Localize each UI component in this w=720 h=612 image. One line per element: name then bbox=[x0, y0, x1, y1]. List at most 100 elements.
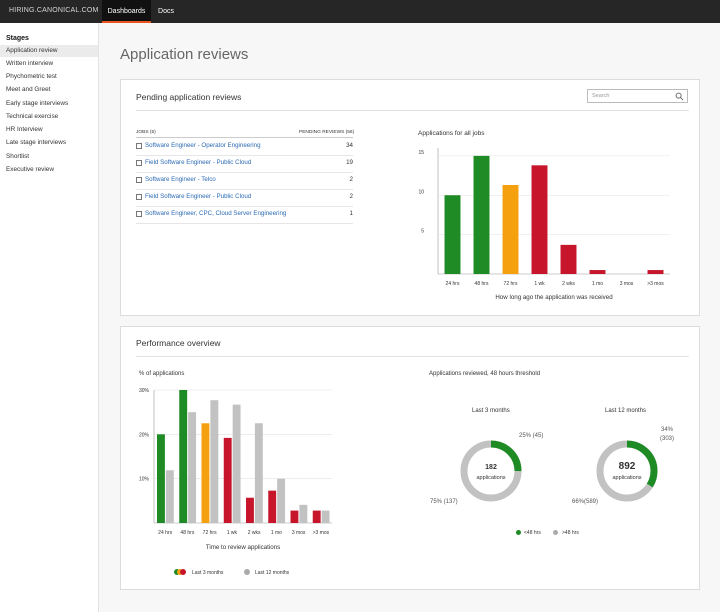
bar-last-12-months bbox=[277, 478, 286, 523]
sidebar-item-phychometric-test[interactable]: Phychometric test bbox=[6, 73, 57, 80]
y-tick-label: 20% bbox=[139, 432, 150, 438]
x-tick-label: >3 mos bbox=[647, 281, 664, 287]
job-checkbox[interactable] bbox=[136, 177, 142, 183]
x-tick-label: 48 hrs bbox=[475, 281, 489, 287]
x-tick-label: 1 wk bbox=[534, 281, 545, 287]
x-tick-label: 1 mo bbox=[592, 281, 603, 287]
pending-count: 2 bbox=[349, 193, 353, 200]
bar-last-3-months bbox=[290, 510, 299, 523]
y-tick-label: 10 bbox=[418, 189, 424, 195]
bar-3mos bbox=[647, 270, 664, 274]
bar-last-3-months bbox=[157, 434, 165, 523]
panel-divider bbox=[136, 110, 689, 111]
donut-legend-beyond-swatch bbox=[553, 530, 558, 535]
x-axis-title: Time to review applications bbox=[206, 544, 280, 551]
job-checkbox[interactable] bbox=[136, 160, 142, 166]
site-brand[interactable]: HIRING.CANONICAL.COM bbox=[9, 7, 99, 14]
applications-chart-title: Applications for all jobs bbox=[418, 130, 485, 137]
y-tick-label: 30% bbox=[139, 388, 150, 394]
nav-docs[interactable]: Docs bbox=[158, 8, 174, 15]
percent-chart-title: % of applications bbox=[139, 371, 185, 377]
table-row: Field Software Engineer - Public Cloud 2 bbox=[136, 190, 353, 207]
stages-sidebar: Stages Application review Written interv… bbox=[0, 23, 99, 612]
sidebar-title: Stages bbox=[6, 35, 29, 42]
legend-last-12-months-swatch bbox=[244, 569, 250, 575]
bar-last-12-months bbox=[210, 400, 219, 523]
bar-last-3-months bbox=[223, 437, 232, 523]
sidebar-item-early-stage-interviews[interactable]: Early stage interviews bbox=[6, 100, 69, 107]
bar-last-12-months bbox=[321, 510, 330, 523]
job-checkbox[interactable] bbox=[136, 194, 142, 200]
x-tick-label: 72 hrs bbox=[203, 530, 217, 536]
bar-last-12-months bbox=[188, 412, 197, 523]
pending-count: 19 bbox=[346, 159, 353, 166]
pending-reviews-panel bbox=[120, 79, 700, 316]
donut2-beyond-label: 66%(589) bbox=[572, 499, 599, 505]
sidebar-item-late-stage-interviews[interactable]: Late stage interviews bbox=[6, 139, 67, 146]
x-tick-label: 3 mos bbox=[292, 530, 306, 536]
sidebar-item-hr-interview[interactable]: HR Interview bbox=[6, 126, 43, 133]
job-link[interactable]: Field Software Engineer - Public Cloud bbox=[145, 193, 252, 200]
x-tick-label: 72 hrs bbox=[504, 281, 518, 287]
table-row: Software Engineer - Operator Engineering… bbox=[136, 139, 353, 156]
y-tick-label: 5 bbox=[421, 229, 424, 235]
job-checkbox[interactable] bbox=[136, 143, 142, 149]
sidebar-item-written-interview[interactable]: Written interview bbox=[6, 60, 54, 67]
sidebar-item-shortlist[interactable]: Shortlist bbox=[6, 153, 30, 160]
search-icon[interactable] bbox=[675, 92, 684, 101]
legend-dot-red bbox=[180, 569, 186, 575]
job-link[interactable]: Software Engineer - Telco bbox=[145, 176, 216, 183]
x-axis-title: How long ago the application was receive… bbox=[495, 294, 613, 301]
sidebar-item-meet-and-greet[interactable]: Meet and Greet bbox=[6, 86, 51, 93]
sidebar-item-application-review[interactable]: Application review bbox=[0, 45, 98, 57]
donut-legend-within-swatch bbox=[516, 530, 521, 535]
donut2-within-label: 34% (303) bbox=[660, 427, 675, 442]
bar-72hrs bbox=[502, 185, 519, 274]
performance-overview-title: Performance overview bbox=[136, 338, 221, 348]
donut-legend-beyond: >48 hrs bbox=[562, 530, 579, 536]
job-link[interactable]: Software Engineer - Operator Engineering bbox=[145, 142, 261, 149]
nav-dashboards[interactable]: Dashboards bbox=[102, 0, 151, 23]
donut-period-12-months: Last 12 months bbox=[605, 408, 647, 414]
table-row: Field Software Engineer - Public Cloud 1… bbox=[136, 156, 353, 173]
donut-2-within-arc bbox=[596, 440, 658, 502]
pending-count: 2 bbox=[349, 176, 353, 183]
bar-last-12-months bbox=[254, 423, 263, 523]
donut-2-total: 892 bbox=[619, 461, 636, 472]
pending-column-header: PENDING REVIEWS (56) bbox=[299, 130, 355, 135]
job-link[interactable]: Field Software Engineer - Public Cloud bbox=[145, 159, 252, 166]
y-tick-label: 15 bbox=[418, 150, 424, 156]
bar-last-3-months bbox=[246, 497, 254, 523]
sidebar-item-technical-exercise[interactable]: Technical exercise bbox=[6, 113, 59, 120]
page-title: Application reviews bbox=[120, 46, 249, 63]
x-tick-label: 3 mos bbox=[620, 281, 634, 287]
donut-period-3-months: Last 3 months bbox=[472, 408, 510, 414]
bar-last-3-months bbox=[268, 490, 277, 523]
job-checkbox[interactable] bbox=[136, 211, 142, 217]
table-row: Software Engineer - Telco 2 bbox=[136, 173, 353, 190]
applications-bar-chart: 5 10 15 24 hrs 48 hrs 72 hrs 1 wk 2 wks 1 mo 3 mo… bbox=[418, 148, 670, 301]
pending-reviews-title: Pending application reviews bbox=[136, 92, 242, 102]
jobs-column-header: JOBS (5) bbox=[136, 130, 156, 135]
donut-legend-within: <48 hrs bbox=[524, 530, 541, 536]
top-navigation-bar: HIRING.CANONICAL.COM Dashboards Docs bbox=[0, 0, 720, 23]
x-tick-label: 24 hrs bbox=[446, 281, 460, 287]
table-row: Software Engineer, CPC, Cloud Server Eng… bbox=[136, 207, 353, 224]
donut-1-within-arc bbox=[460, 440, 522, 502]
donut-1-total: 182 bbox=[485, 464, 497, 471]
panel-divider bbox=[136, 356, 689, 357]
legend-last-12-months: Last 12 months bbox=[255, 570, 290, 576]
bar-48hrs bbox=[473, 155, 490, 274]
job-link[interactable]: Software Engineer, CPC, Cloud Server Eng… bbox=[145, 210, 287, 217]
search-placeholder: Search bbox=[592, 93, 610, 99]
donut-1-unit: applications bbox=[476, 475, 505, 481]
x-tick-label: 24 hrs bbox=[158, 530, 172, 536]
sidebar-item-executive-review[interactable]: Executive review bbox=[6, 166, 54, 173]
bar-last-3-months bbox=[201, 423, 210, 523]
search-input[interactable]: Search bbox=[587, 89, 688, 103]
bar-24hrs bbox=[444, 195, 461, 274]
x-tick-label: 48 hrs bbox=[180, 530, 194, 536]
x-tick-label: 2 wks bbox=[562, 281, 575, 287]
legend-last-3-months: Last 3 months bbox=[192, 570, 224, 576]
bar-last-12-months bbox=[299, 504, 308, 523]
